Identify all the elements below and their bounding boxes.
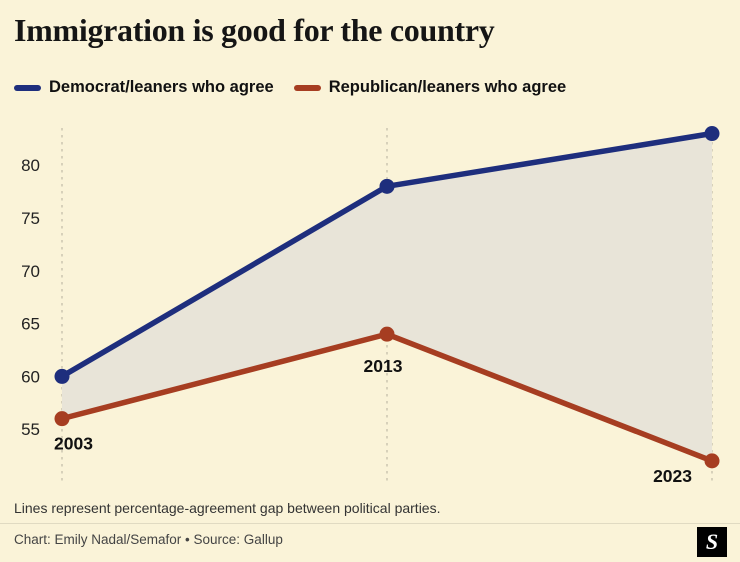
legend-item-republican: Republican/leaners who agree <box>293 78 567 97</box>
data-point <box>379 178 395 194</box>
data-point <box>704 126 720 142</box>
data-point <box>54 411 70 427</box>
y-tick-label: 60 <box>21 367 40 386</box>
chart-credit: Chart: Emily Nadal/Semafor • Source: Gal… <box>14 532 283 547</box>
data-point <box>379 326 395 342</box>
year-label: 2023 <box>653 466 692 486</box>
democrat-line-swatch-icon <box>14 84 41 91</box>
y-tick-label: 80 <box>21 156 40 175</box>
footer-divider <box>0 523 740 524</box>
chart-title: Immigration is good for the country <box>14 12 495 48</box>
chart-note: Lines represent percentage-agreement gap… <box>14 500 441 516</box>
legend-label-democrat: Democrat/leaners who agree <box>49 78 274 96</box>
legend-label-republican: Republican/leaners who agree <box>328 78 567 96</box>
semafor-logo: S <box>697 527 727 557</box>
republican-line-swatch-icon <box>293 84 321 91</box>
y-tick-label: 70 <box>21 262 40 281</box>
y-tick-label: 75 <box>21 209 40 228</box>
y-tick-label: 55 <box>21 420 40 439</box>
year-label: 2013 <box>364 356 403 376</box>
legend-item-democrat: Democrat/leaners who agree <box>14 78 274 97</box>
gap-area <box>62 133 712 461</box>
year-label: 2003 <box>54 434 93 454</box>
data-point <box>704 453 720 469</box>
data-point <box>54 368 70 384</box>
legend: Democrat/leaners who agree Republican/le… <box>14 78 566 97</box>
y-tick-label: 65 <box>21 315 40 334</box>
